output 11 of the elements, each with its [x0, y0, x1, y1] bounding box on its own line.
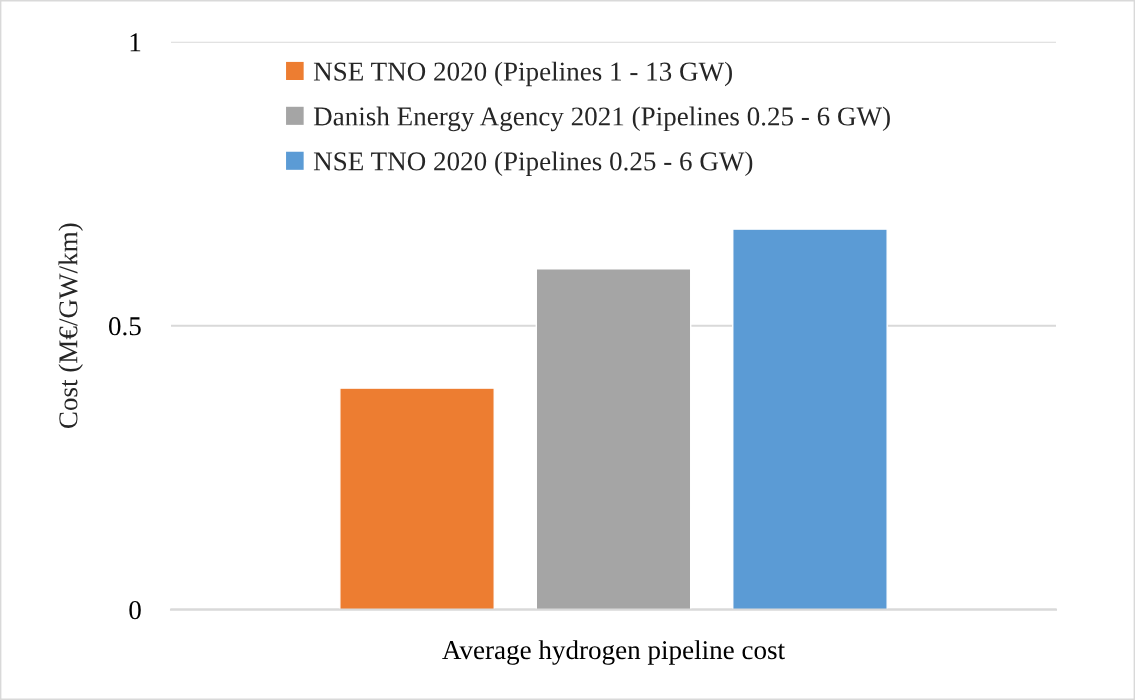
legend-label: NSE TNO 2020 (Pipelines 1 - 13 GW): [313, 61, 732, 87]
y-tick-label: 0.5: [109, 317, 141, 336]
bar: [339, 387, 495, 610]
y-axis-title: Cost (M€/GW/km): [58, 223, 83, 429]
bar: [732, 228, 888, 610]
legend-label: NSE TNO 2020 (Pipelines 0.25 - 6 GW): [313, 151, 753, 177]
bar: [535, 268, 692, 610]
y-tick-label: 0: [129, 600, 141, 620]
y-tick-label: 1: [130, 33, 141, 52]
x-tick-label: Average hydrogen pipeline cost: [442, 640, 785, 665]
legend-label: Danish Energy Agency 2021 (Pipelines 0.25 - 6 GW): [313, 106, 890, 132]
